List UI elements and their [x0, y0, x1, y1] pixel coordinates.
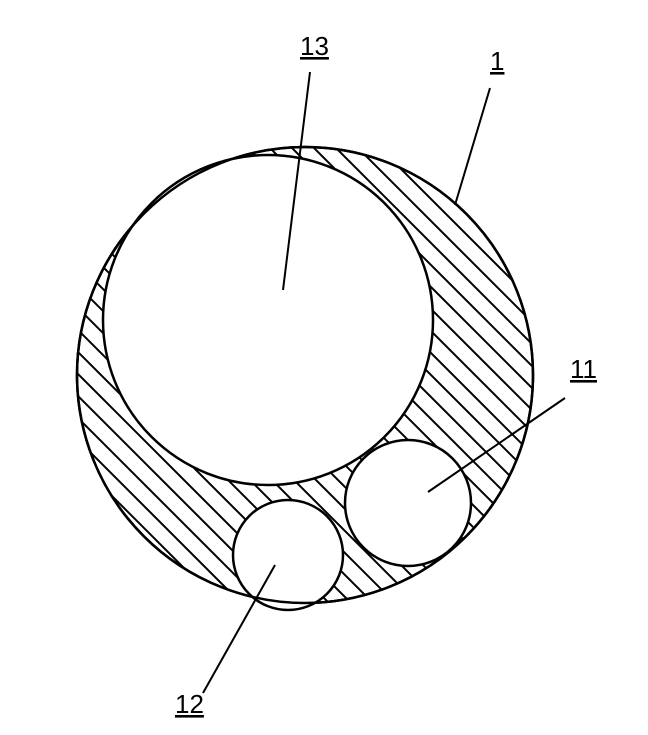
bore-bottom-label: 12	[175, 689, 204, 719]
bore-right	[345, 440, 471, 566]
bore-right-label: 11	[570, 354, 597, 384]
outer-body-leader	[455, 88, 490, 205]
outer-body-label: 1	[490, 46, 504, 76]
technical-cross-section: 1 13 11 12	[0, 0, 648, 735]
main-bore-label: 13	[300, 31, 329, 61]
bore-bottom	[233, 500, 343, 610]
